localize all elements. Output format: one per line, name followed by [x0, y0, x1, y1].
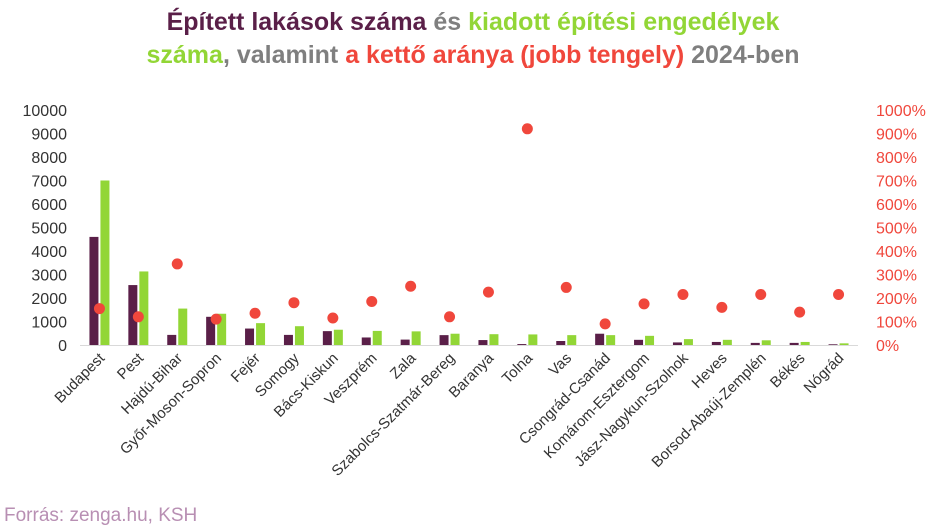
bar-built: [556, 341, 566, 345]
y-right-tick-label: 600%: [876, 197, 917, 214]
y-right-tick-label: 200%: [876, 291, 917, 308]
bar-permits: [450, 333, 460, 345]
bar-permits: [178, 308, 188, 345]
bar-permits: [333, 329, 343, 345]
x-tick-label: Vas: [546, 350, 576, 380]
bar-built: [128, 285, 138, 345]
y-left-tick-label: 1000: [31, 315, 67, 332]
y-right-tick-label: 100%: [876, 315, 917, 332]
ratio-point: [171, 258, 183, 270]
title-permits: kiadott építési engedélyek: [468, 8, 780, 36]
bar-permits: [839, 343, 849, 345]
y-left-tick-label: 0: [58, 338, 67, 355]
ratio-point: [249, 307, 261, 319]
ratio-point: [794, 306, 806, 318]
x-tick-label: Budapest: [51, 349, 108, 406]
ratio-point: [521, 123, 533, 135]
ratio-point: [755, 288, 767, 300]
bar-built: [828, 344, 838, 345]
bar-built: [245, 328, 255, 345]
bar-built: [750, 342, 760, 345]
x-tick-label: Fejér: [228, 350, 264, 386]
ratio-point: [599, 318, 611, 330]
source-note: Forrás: zenga.hu, KSH: [4, 505, 198, 526]
y-left-tick-label: 10000: [23, 103, 68, 120]
bar-built: [206, 316, 216, 345]
y-left-tick-label: 8000: [31, 150, 67, 167]
y-left-tick-label: 9000: [31, 127, 67, 144]
y-left-tick-label: 2000: [31, 291, 67, 308]
ratio-point: [93, 303, 105, 315]
ratio-point: [677, 288, 689, 300]
bar-permits: [139, 271, 149, 345]
bar-built: [400, 339, 410, 345]
ratio-point: [405, 280, 417, 292]
ratio-point: [132, 311, 144, 323]
bar-built: [711, 341, 721, 345]
y-right-tick-label: 500%: [876, 221, 917, 238]
y-right-tick-label: 900%: [876, 127, 917, 144]
bar-permits: [489, 334, 499, 345]
bar-permits: [800, 341, 810, 345]
y-right-tick-label: 400%: [876, 244, 917, 261]
bar-built: [517, 344, 527, 345]
ratio-point: [833, 288, 845, 300]
y-right-tick-label: 1000%: [876, 103, 926, 120]
bar-permits: [528, 334, 538, 345]
y-left-tick-label: 3000: [31, 268, 67, 285]
bar-permits: [606, 335, 616, 345]
title-built: Épített lakások száma: [166, 8, 427, 36]
chart-title: Épített lakások száma és kiadott építési…: [0, 6, 946, 72]
ratio-point: [444, 311, 456, 323]
bar-built: [595, 333, 605, 345]
bar-permits: [100, 180, 110, 345]
ratio-point: [366, 296, 378, 308]
y-left-tick-label: 7000: [31, 174, 67, 191]
bar-built: [672, 342, 682, 345]
ratio-point: [638, 298, 650, 310]
y-left-tick-label: 4000: [31, 244, 67, 261]
bar-built: [167, 334, 177, 345]
bar-permits: [411, 331, 421, 345]
y-right-tick-label: 300%: [876, 268, 917, 285]
bar-built: [283, 334, 293, 345]
bar-built: [89, 236, 99, 345]
title-also: , valamint: [222, 41, 346, 69]
bar-permits: [256, 323, 266, 345]
bar-permits: [761, 340, 771, 345]
bar-built: [361, 337, 371, 345]
bar-permits: [372, 330, 382, 345]
y-right-tick-label: 800%: [876, 150, 917, 167]
ratio-point: [288, 297, 300, 309]
bar-built: [789, 342, 799, 345]
bar-permits: [645, 335, 655, 345]
bar-built: [478, 340, 488, 345]
title-and: és: [426, 8, 469, 36]
bar-built: [322, 331, 332, 345]
x-tick-label: Nógrád: [801, 350, 848, 397]
y-right-tick-label: 0%: [876, 338, 899, 355]
ratio-point: [482, 286, 494, 298]
y-left-tick-label: 6000: [31, 197, 67, 214]
bar-permits: [217, 313, 227, 345]
ratio-point: [716, 301, 728, 313]
y-left-tick-label: 5000: [31, 221, 67, 238]
x-tick-label: Tolna: [499, 349, 537, 387]
ratio-point: [560, 281, 572, 293]
bar-built: [439, 335, 449, 345]
title-ratio: a kettő aránya (jobb tengely): [345, 41, 685, 69]
ratio-point: [210, 313, 222, 325]
bar-permits: [722, 339, 732, 345]
x-tick-label: Zala: [387, 349, 420, 382]
title-year: 2024-ben: [684, 41, 800, 69]
y-right-tick-label: 700%: [876, 174, 917, 191]
bar-permits: [294, 326, 304, 345]
ratio-point: [327, 312, 339, 324]
title-permits-2: száma: [146, 41, 223, 69]
bar-permits: [567, 335, 577, 345]
bar-permits: [683, 339, 693, 345]
bar-built: [634, 339, 644, 345]
x-tick-label: Pest: [114, 349, 148, 383]
